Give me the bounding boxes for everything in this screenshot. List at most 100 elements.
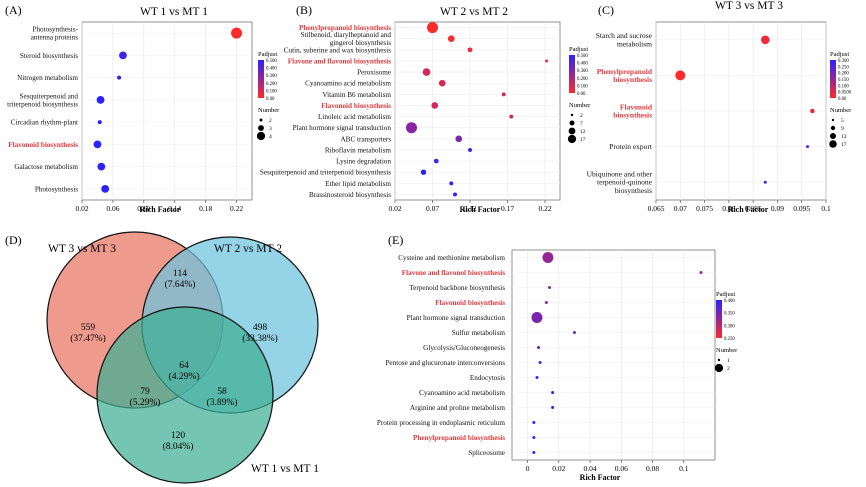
padjust-legend-title: Padjust xyxy=(258,51,277,58)
x-tick-label: 0.04 xyxy=(584,464,597,473)
x-tick-label: 0.065 xyxy=(648,204,665,213)
x-tick-label: 0.06 xyxy=(615,464,628,473)
plot-area xyxy=(511,249,716,461)
category-label: Lysine degradation xyxy=(336,158,391,166)
category-label-line: Brassinosteroid biosynthesis xyxy=(309,191,391,199)
data-point xyxy=(531,312,543,323)
category-label: Nitrogen metabolism xyxy=(17,74,78,82)
category-label: Sulfur metabolism xyxy=(452,329,506,337)
x-axis-label: Rich Factor xyxy=(140,205,181,214)
padjust-tick-label: 0.200 xyxy=(577,77,588,82)
category-label: Starch and sucrose metabolism xyxy=(596,31,653,48)
data-point xyxy=(544,301,548,304)
x-tick-label: 0.06 xyxy=(106,204,119,213)
category-label-line: Flavonoid biosynthesis xyxy=(8,141,78,149)
category-label-line: metabolism xyxy=(617,39,652,48)
number-legend-dot xyxy=(258,125,264,131)
x-tick-label: 0.18 xyxy=(199,204,212,213)
data-point xyxy=(406,122,417,134)
category-label: Galactose metabolism xyxy=(14,163,78,171)
category-label-line: Galactose metabolism xyxy=(14,163,78,171)
category-label-line: Cyanoamino acid metabolism xyxy=(305,80,391,88)
venn-region-count: 58 xyxy=(217,387,227,397)
venn-region-count: 114 xyxy=(173,269,187,279)
data-point xyxy=(422,68,431,76)
number-legend-label: 9 xyxy=(841,126,844,132)
category-label-line: ABC transporters xyxy=(340,135,391,143)
category-label: Cutin, suberine and wax biosynthesis xyxy=(284,46,391,54)
x-tick-label: 0.02 xyxy=(75,204,88,213)
padjust-colorbar xyxy=(716,300,722,338)
category-label-line: triterpenoid biosynthesis xyxy=(7,100,78,108)
data-point xyxy=(538,361,542,364)
data-point xyxy=(449,181,454,186)
category-label: Protein export xyxy=(609,142,653,151)
data-point xyxy=(468,147,472,152)
category-label-line: Vitamin B6 metabolism xyxy=(322,91,391,99)
category-label-line: Cyanoamino acid metabolism xyxy=(419,389,505,397)
category-label-line: Flavone and flavonol biosynthesis xyxy=(288,57,391,65)
number-legend-dot xyxy=(259,118,263,122)
category-label: Photosynthesis-antenna proteins xyxy=(31,26,79,42)
venn-set-label: WT 2 vs MT 2 xyxy=(214,243,282,255)
category-label-line: antenna proteins xyxy=(31,34,79,42)
panel-label: (C) xyxy=(598,3,614,17)
number-legend-dot xyxy=(569,120,575,126)
venn-region-percent: (7.64%) xyxy=(165,279,196,290)
number-legend-dot xyxy=(829,132,837,140)
data-point xyxy=(97,162,106,171)
padjust-colorbar xyxy=(258,60,264,98)
x-tick-label: 0.10 xyxy=(137,204,150,213)
padjust-tick-label: 0.150 xyxy=(838,78,849,83)
padjust-legend-title: Padjust xyxy=(716,291,735,298)
category-label: Steroid biosynthesis xyxy=(20,52,78,60)
category-label: Linoleic acid metabolism xyxy=(318,113,391,121)
x-tick-label: 0.17 xyxy=(501,204,514,213)
data-point xyxy=(438,79,446,87)
padjust-tick-label: 0.100 xyxy=(266,89,277,94)
data-point xyxy=(535,376,539,379)
number-legend-title: Number xyxy=(569,102,591,109)
category-label: Sesquiterpenoid and triterpenoid biosynt… xyxy=(260,169,391,177)
number-legend-label: 17 xyxy=(580,137,586,143)
category-label-line: Protein processing in endoplasmic reticu… xyxy=(377,419,506,427)
category-label: Brassinosteroid biosynthesis xyxy=(309,191,391,199)
data-point xyxy=(119,51,127,60)
category-label: Ether lipid metabolism xyxy=(325,180,391,188)
venn-region-percent: (33.38%) xyxy=(242,333,278,344)
category-label-line: Plant hormone signal transduction xyxy=(407,314,506,322)
data-point xyxy=(509,114,514,119)
category-label-line: Cutin, suberine and wax biosynthesis xyxy=(284,46,391,54)
panel-label: (E) xyxy=(388,233,403,247)
x-tick-label: 0.08 xyxy=(722,204,735,213)
number-legend-title: Number xyxy=(830,107,852,114)
category-label-line: Steroid biosynthesis xyxy=(20,52,78,60)
category-label: Phenylpropanoid biosynthesis xyxy=(299,24,391,32)
venn-region-count: 79 xyxy=(140,387,150,397)
category-label-line: Flavonoid biosynthesis xyxy=(321,102,391,110)
number-legend-dot xyxy=(568,127,576,135)
data-point xyxy=(699,271,703,274)
category-label-line: Pentose and glucuronate interconversions xyxy=(385,359,505,367)
padjust-legend-title: Padjust xyxy=(569,46,588,53)
x-tick-label: 0.12 xyxy=(463,204,476,213)
category-label-line: Phenylpropanoid xyxy=(597,67,653,76)
data-point xyxy=(455,135,463,143)
category-label: Peroxisome xyxy=(357,69,391,77)
x-tick-label: 0.14 xyxy=(168,204,181,213)
category-label-line: Sesquiterpenoid and triterpenoid biosynt… xyxy=(260,169,391,177)
data-point xyxy=(547,286,551,289)
padjust-tick-label: 0.250 xyxy=(724,337,735,342)
number-legend-label: 13 xyxy=(841,134,847,140)
plot-area xyxy=(81,21,253,201)
padjust-tick-label: 0.00 xyxy=(838,97,847,102)
category-label: Arginine and proline metabolism xyxy=(410,404,505,412)
category-label-line: biosynthesis xyxy=(613,111,652,120)
category-label: Flavone and flavonol biosynthesis xyxy=(402,269,505,277)
venn-region-percent: (8.04%) xyxy=(163,441,194,452)
data-point xyxy=(93,140,102,149)
category-label-line: Flavone and flavonol biosynthesis xyxy=(402,269,505,277)
number-legend-dot xyxy=(829,140,837,148)
padjust-tick-label: 0.400 xyxy=(266,67,277,72)
